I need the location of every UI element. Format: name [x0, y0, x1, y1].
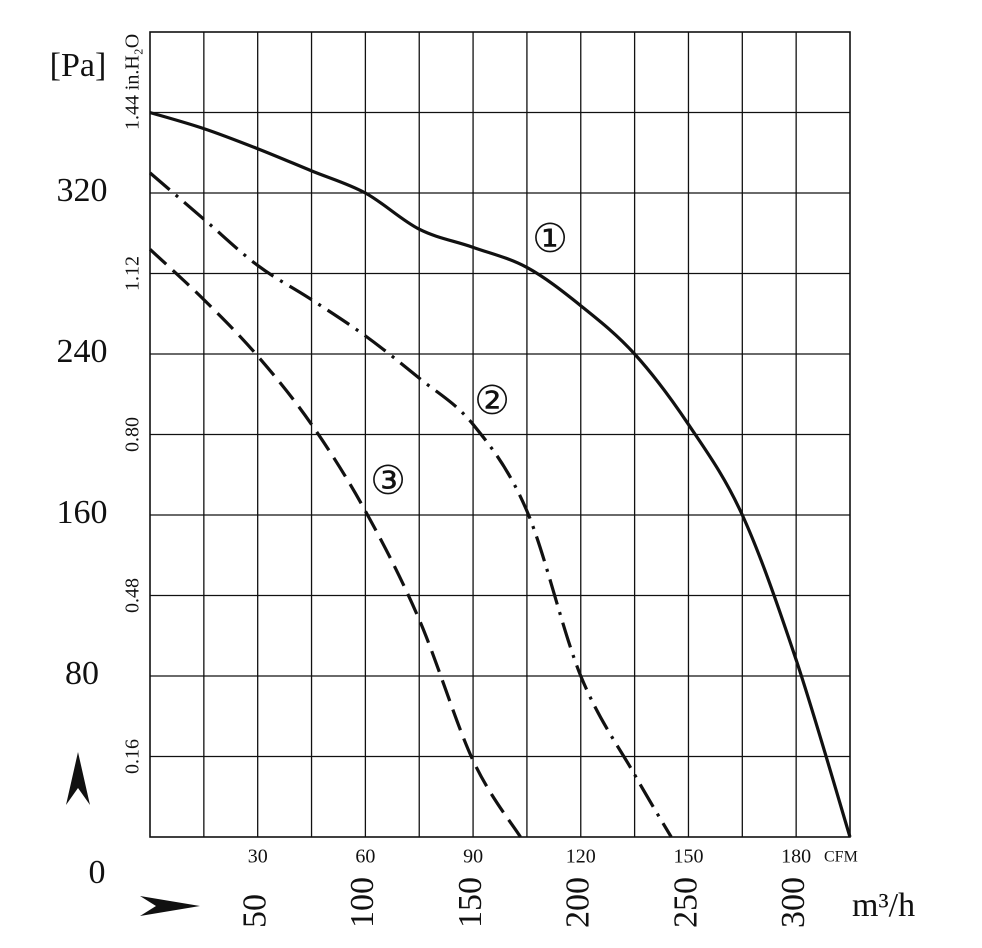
origin-label: 0	[89, 854, 106, 891]
x-tick-label: 200	[560, 877, 597, 928]
x2-tick-label: 90	[463, 846, 483, 868]
x-tick-label: 250	[667, 877, 704, 928]
curve	[148, 248, 522, 838]
y-axis-label: [Pa]	[50, 47, 107, 84]
y2-tick-label: 0.80	[122, 417, 144, 452]
x2-axis-label: CFM	[824, 849, 858, 866]
x2-tick-label: 30	[248, 846, 268, 868]
x-tick-label: 150	[452, 877, 489, 928]
curve-label: ③	[370, 458, 406, 503]
x-axis-label: m³/h	[852, 887, 915, 924]
x2-tick-label: 150	[673, 846, 703, 868]
y-tick-label: 240	[57, 333, 108, 370]
curve-label: ①	[532, 216, 568, 261]
y2-tick-label: 0.48	[122, 578, 144, 613]
x-tick-label: 50	[236, 894, 273, 928]
curve	[148, 171, 673, 838]
y2-tick-label: 1.44	[122, 95, 144, 130]
x2-tick-label: 60	[355, 846, 375, 868]
x2-tick-label: 180	[781, 846, 811, 868]
y2-axis-label: in.H₂O	[122, 34, 144, 90]
x-tick-label: 300	[775, 877, 812, 928]
x2-tick-label: 120	[566, 846, 596, 868]
y-tick-label: 80	[65, 655, 99, 692]
y-tick-label: 320	[57, 172, 108, 209]
curve-label: ②	[474, 378, 510, 423]
right-arrow	[140, 896, 200, 916]
curve	[149, 110, 852, 838]
plot-frame	[149, 31, 851, 838]
up-arrow	[66, 752, 90, 805]
y-tick-label: 160	[57, 494, 108, 531]
x-tick-label: 100	[344, 877, 381, 928]
y2-tick-label: 1.12	[122, 256, 144, 291]
y2-tick-label: 0.16	[122, 739, 144, 774]
